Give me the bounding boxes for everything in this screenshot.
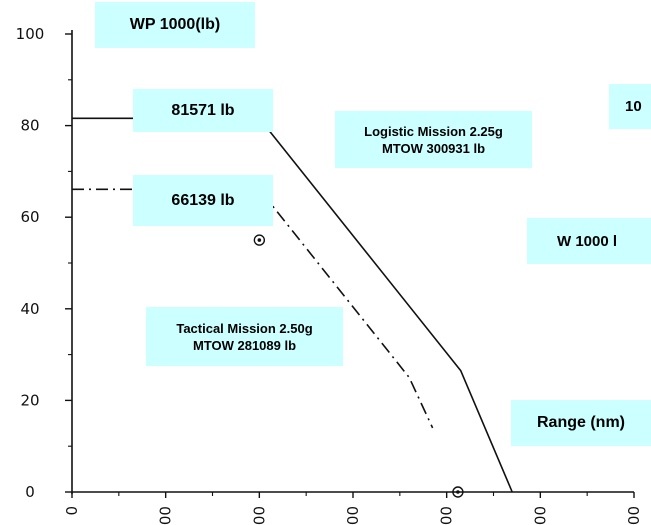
axes-layer: 0204060801000100020003000400050006000 [16,25,643,525]
markers-layer [253,234,464,498]
y-tick-label: 100 [16,25,45,43]
mission-label-logistic-line1: Logistic Mission 2.25g [364,123,503,139]
mission-label-logistic: Logistic Mission 2.25g MTOW 300931 lb [335,111,532,168]
partial-label-right-top: 10 [609,84,651,129]
y-tick-label: 60 [20,208,39,226]
x-tick-label: 6000 [625,506,643,525]
x-axis-label: Range (nm) [511,400,651,446]
y-tick-label: 40 [20,300,39,318]
mission-label-logistic-line2: MTOW 300931 lb [381,140,486,156]
partial-label-right-mid: W 1000 l [527,218,651,264]
x-tick-label: 0 [63,506,81,516]
x-tick-label: 2000 [250,506,268,525]
x-tick-label: 4000 [438,506,456,525]
mission-label-tactical-line1: Tactical Mission 2.50g [176,320,313,336]
x-tick-label: 1000 [157,506,175,525]
data-marker [253,234,266,246]
y-tick-label: 80 [20,117,39,135]
payload-label-tactical: 66139 lb [133,175,273,226]
mission-label-tactical-line2: MTOW 281089 lb [192,337,297,353]
mission-label-tactical: Tactical Mission 2.50g MTOW 281089 lb [146,307,343,366]
y-tick-label: 20 [20,391,39,409]
payload-label-logistic: 81571 lb [133,89,273,132]
x-tick-label: 5000 [531,506,549,525]
y-tick-label: 0 [25,483,35,501]
data-marker [452,486,464,498]
x-tick-label: 3000 [344,506,362,525]
y-axis-label: WP 1000(lb) [95,2,255,48]
